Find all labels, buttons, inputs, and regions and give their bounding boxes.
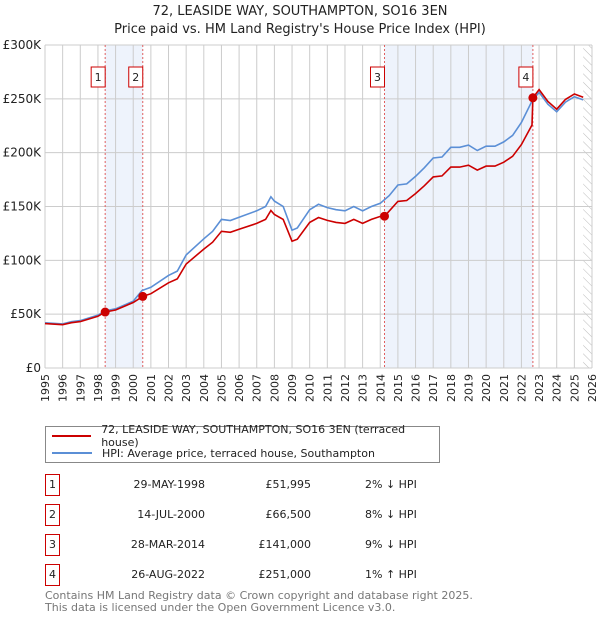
legend-item-property: 72, LEASIDE WAY, SOUTHAMPTON, SO16 3EN (… [52,423,439,449]
x-tick-label: 2003 [180,374,193,402]
x-tick-label: 2015 [392,374,405,402]
price-chart: 1995 1996 1997 1998 1999 2000 2001 2002 2003 2004… [3,38,599,402]
sale-marker-label: 1 [95,71,102,84]
sale-hpi-diff: 9% ↓ HPI [365,538,417,551]
sale-row: 3 28-MAR-2014 £141,000 9% ↓ HPI [45,534,465,556]
y-tick-label: £100K [3,253,43,267]
x-tick-label: 2004 [198,374,211,402]
chart-subtitle: Price paid vs. HM Land Registry's House … [114,22,486,37]
sale-marker-label: 4 [522,71,529,84]
x-tick-label: 2013 [357,374,370,402]
sale-marker-box [369,66,385,88]
legend-swatch-blue [52,452,92,454]
y-tick-label: £200K [3,146,43,160]
x-tick-label: 1995 [39,374,52,402]
sale-hpi-diff: 1% ↑ HPI [365,568,417,581]
x-tick-label: 2010 [304,374,317,402]
legend-label: HPI: Average price, terraced house, Sout… [102,446,375,460]
x-tick-label: 2020 [480,374,493,402]
x-tick-label: 2025 [568,374,581,402]
y-tick-label: £300K [3,38,43,52]
legend: 72, LEASIDE WAY, SOUTHAMPTON, SO16 3EN (… [45,423,440,463]
sale-price: £51,995 [265,478,312,491]
sale-row: 2 14-JUL-2000 £66,500 8% ↓ HPI [45,504,465,526]
x-tick-label: 2000 [127,374,140,402]
sale-number: 2 [45,504,60,526]
sale-date: 26-AUG-2022 [131,568,205,581]
x-tick-label: 2014 [374,374,387,402]
x-tick-label: 2006 [233,374,246,402]
y-tick-label: £150K [3,200,43,214]
chart-title: 72, LEASIDE WAY, SOUTHAMPTON, SO16 3EN [152,4,448,19]
y-tick-label: £0 [26,361,41,375]
x-tick-label: 2024 [551,374,564,402]
x-tick-label: 1999 [110,374,123,402]
sale-number: 4 [45,564,60,586]
sale-marker-label: 2 [132,71,139,84]
sale-point [379,211,389,221]
x-tick-label: 2016 [410,374,423,402]
x-tick-label: 2007 [251,374,264,402]
x-tick-label: 2022 [515,374,528,402]
x-tick-label: 2001 [145,374,158,402]
x-tick-label: 2009 [286,374,299,402]
sale-row: 4 26-AUG-2022 £251,000 1% ↑ HPI [45,564,465,586]
sale-marker-box [128,66,144,88]
property-price-line [44,88,584,326]
x-tick-label: 2002 [163,374,176,402]
legend-item-hpi: HPI: Average price, terraced house, Sout… [52,445,375,461]
x-tick-label: 2018 [445,374,458,402]
y-tick-label: £50K [10,307,42,321]
x-tick-label: 2021 [498,374,511,402]
sale-row: 1 29-MAY-1998 £51,995 2% ↓ HPI [45,474,465,496]
x-tick-label: 2005 [215,374,228,402]
x-tick-label: 2017 [427,374,440,402]
sale-hpi-diff: 2% ↓ HPI [365,478,417,491]
sale-point [100,307,110,317]
sale-date: 14-JUL-2000 [137,508,205,521]
x-tick-label: 2026 [586,374,599,402]
y-tick-label: £250K [3,92,43,106]
hpi-line [44,91,584,325]
sale-number: 1 [45,474,60,496]
sale-price: £66,500 [265,508,312,521]
sale-marker-label: 3 [374,71,381,84]
legend-swatch-red [52,435,92,437]
legend-label: 72, LEASIDE WAY, SOUTHAMPTON, SO16 3EN (… [101,423,406,449]
sale-price: £141,000 [258,538,312,551]
x-tick-label: 2019 [462,374,475,402]
x-tick-label: 2012 [339,374,352,402]
sale-marker-box [518,66,534,88]
footer-licence: This data is licensed under the Open Gov… [45,601,396,614]
x-tick-label: 1996 [57,374,70,402]
footer-copyright: Contains HM Land Registry data © Crown c… [45,589,473,602]
x-tick-label: 2023 [533,374,546,402]
x-tick-label: 1997 [74,374,87,402]
x-tick-label: 2008 [268,374,281,402]
x-tick-label: 2011 [321,374,334,402]
sale-point [138,291,148,301]
sale-point [528,93,538,103]
sale-marker-box [90,66,106,88]
sale-date: 29-MAY-1998 [133,478,205,491]
sale-date: 28-MAR-2014 [130,538,205,551]
sale-hpi-diff: 8% ↓ HPI [365,508,417,521]
sale-price: £251,000 [258,568,312,581]
x-tick-label: 1998 [92,374,105,402]
sale-number: 3 [45,534,60,556]
